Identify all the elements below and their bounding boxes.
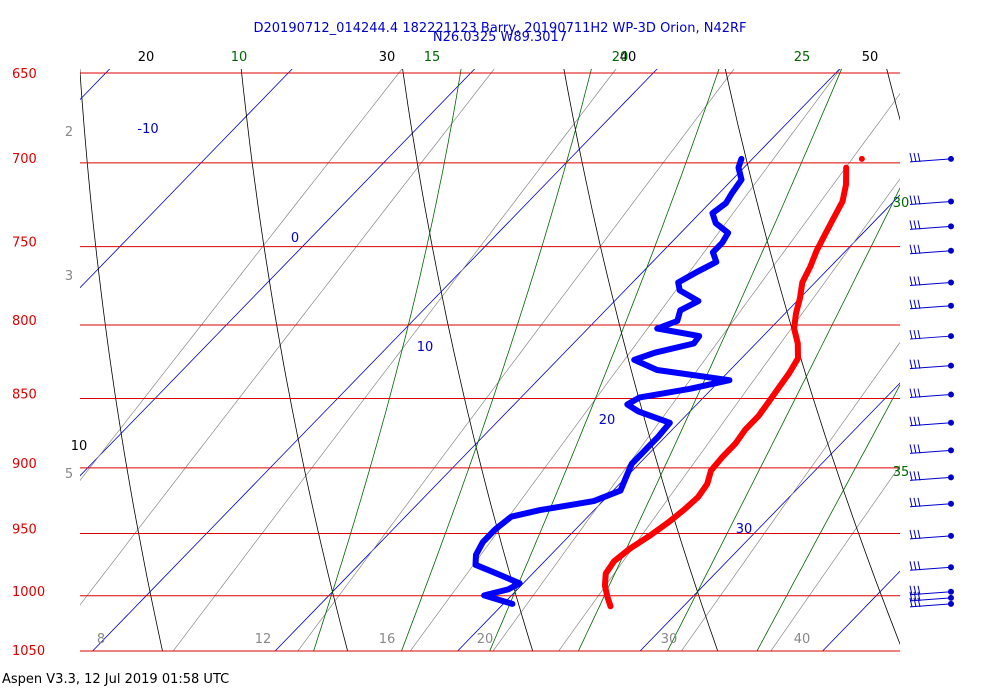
isotherm-line — [457, 194, 900, 651]
dry-adiabat-label: 50 — [862, 50, 879, 65]
mixing-ratio-label: 16 — [379, 632, 396, 647]
wind-barb — [909, 585, 954, 596]
wind-barb — [909, 388, 954, 399]
dry-adiabat-line — [886, 69, 900, 121]
moist-adiabat-label: 35 — [893, 465, 910, 480]
pressure-label: 1000 — [12, 585, 45, 600]
wind-barb — [909, 597, 954, 608]
isotherm-label: 30 — [736, 522, 753, 537]
dry-adiabat-label: 40 — [620, 50, 637, 65]
wind-barb — [909, 444, 954, 454]
wind-barb — [909, 220, 954, 230]
mixing-ratio-line — [770, 465, 900, 651]
isotherm-line — [80, 69, 293, 289]
wind-barb — [909, 529, 954, 540]
wind-barb — [909, 359, 954, 370]
moist-adiabat-label: 20 — [612, 50, 629, 65]
dry-adiabat-line — [240, 69, 349, 651]
mixing-ratio-line — [80, 69, 403, 481]
isotherm-line — [80, 69, 476, 477]
moist-adiabat-label: 10 — [231, 50, 248, 65]
isotherm-label: 20 — [599, 413, 616, 428]
moist-adiabat-line — [577, 69, 843, 651]
mixing-ratio-line — [172, 69, 617, 651]
wind-barb — [909, 471, 954, 481]
mixing-ratio-line — [80, 69, 495, 606]
wind-barb — [909, 299, 954, 310]
mixing-ratio-label: 8 — [97, 632, 105, 647]
moist-adiabat-line — [756, 384, 900, 651]
pressure-label: 900 — [12, 457, 37, 472]
pressure-label: 950 — [12, 523, 37, 538]
mixing-ratio-line — [492, 93, 900, 651]
mixing-ratio-label: 30 — [661, 632, 678, 647]
footer-version: Aspen V3.3, 12 Jul 2019 01:58 UTC — [2, 672, 230, 687]
chart-title-line2: N26.0325 W89.3017 — [433, 30, 567, 45]
mixing-ratio-line — [680, 341, 900, 651]
pressure-label: 1050 — [12, 644, 45, 659]
wind-barb — [909, 591, 954, 602]
moist-adiabat-label: 25 — [794, 50, 811, 65]
dry-adiabat-label: 20 — [138, 50, 155, 65]
mixing-ratio-label: 12 — [255, 632, 272, 647]
moist-adiabat-label: 30 — [893, 196, 910, 211]
dry-adiabat-label: 30 — [379, 50, 396, 65]
wind-barb — [909, 561, 954, 571]
dry-adiabat-line — [80, 69, 163, 651]
pressure-label: 800 — [12, 314, 37, 329]
mixing-ratio-label: 40 — [794, 632, 811, 647]
isotherm-line — [639, 382, 900, 651]
dry-adiabat-label: 10 — [71, 439, 88, 454]
isotherm-line — [822, 570, 900, 651]
pressure-label: 700 — [12, 152, 37, 167]
pressure-label: 650 — [12, 67, 37, 82]
dry-adiabat-line — [724, 69, 900, 646]
dry-adiabat-line — [402, 69, 534, 651]
pressure-label: 750 — [12, 236, 37, 251]
temperature-profile — [601, 164, 850, 610]
mixing-ratio-label: 5 — [65, 467, 73, 482]
dewpoint-profile — [472, 155, 745, 607]
isotherm-line — [950, 0, 1000, 700]
mixing-ratio-label: 2 — [65, 125, 73, 140]
moist-adiabat-line — [489, 69, 720, 651]
wind-barb — [909, 152, 954, 163]
isotherm-line — [92, 69, 658, 651]
wind-barb — [909, 329, 954, 340]
wind-barb — [909, 276, 954, 286]
wind-barb — [909, 416, 954, 427]
moist-adiabat-label: 15 — [424, 50, 441, 65]
mixing-ratio-line — [558, 178, 900, 651]
chart-title-line1: D20190712_014244.4 182221123 Barry, 2019… — [254, 21, 747, 36]
isotherm-label: 10 — [417, 340, 434, 355]
pressure-label: 850 — [12, 388, 37, 403]
dry-adiabat-line — [563, 69, 719, 651]
mixing-ratio-label: 3 — [65, 269, 73, 284]
isotherm-label: 0 — [291, 231, 299, 246]
isotherm-label: -10 — [137, 122, 158, 137]
moist-adiabat-line — [667, 187, 900, 651]
moist-adiabat-line — [313, 69, 462, 651]
moist-adiabat-line — [401, 69, 592, 651]
mixing-ratio-line — [297, 69, 735, 651]
temperature-top-point — [858, 155, 865, 162]
wind-barb — [909, 195, 954, 206]
mixing-ratio-label: 20 — [477, 632, 494, 647]
isotherm-line — [274, 69, 841, 651]
wind-barb — [909, 244, 954, 255]
wind-barb — [909, 497, 954, 508]
mixing-ratio-line — [409, 69, 841, 651]
